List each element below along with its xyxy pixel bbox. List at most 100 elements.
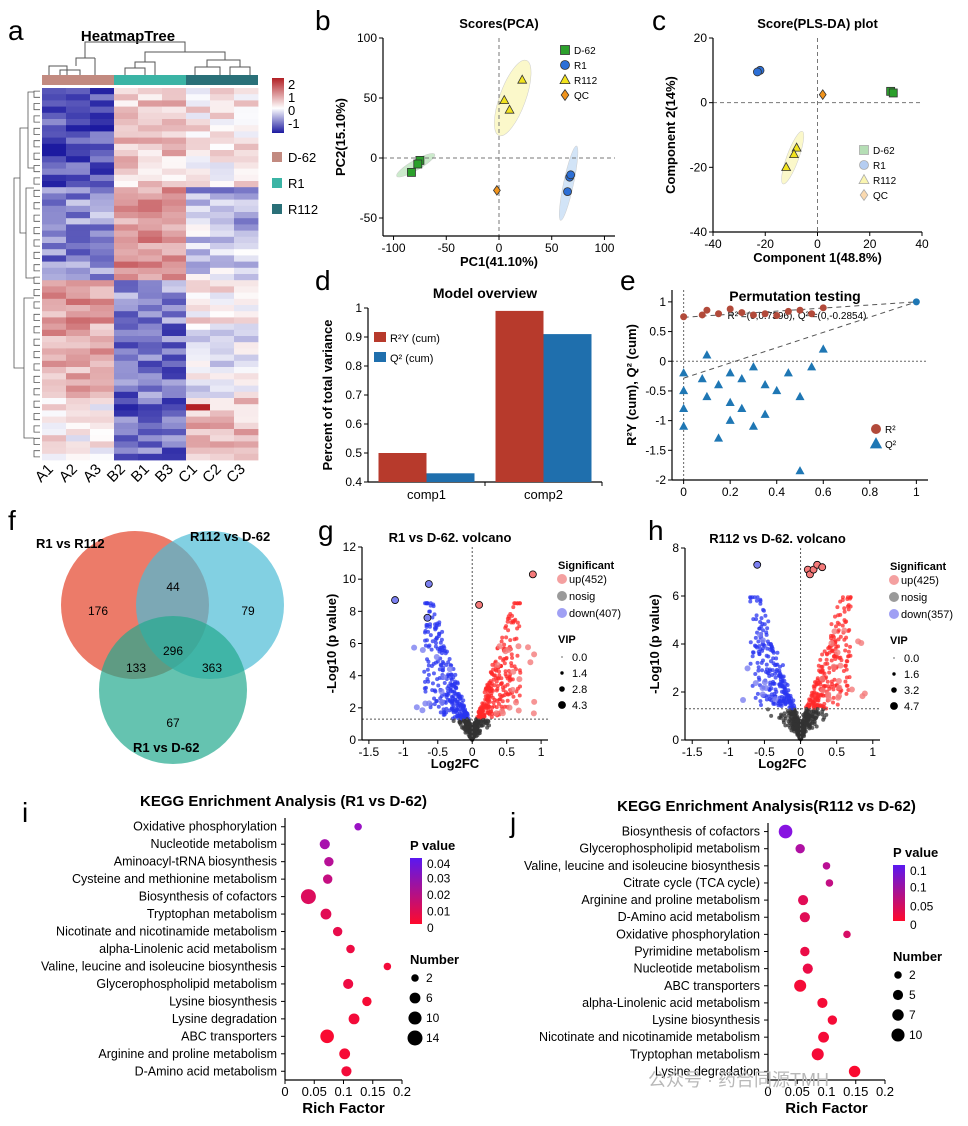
enrichment-bubble — [800, 946, 810, 957]
heatmap-cell — [210, 311, 235, 318]
heatmap-cell — [138, 323, 163, 331]
heatmap-cell — [186, 112, 211, 120]
volcano-point — [835, 678, 842, 685]
volcano-point — [820, 670, 825, 675]
volcano-point — [769, 698, 774, 703]
number-title: Number — [893, 949, 942, 964]
enrichment-bubble — [383, 962, 392, 971]
volcano-point — [766, 654, 771, 659]
volcano-point — [454, 686, 459, 691]
heatmap-cell — [186, 354, 211, 362]
volcano-point — [779, 712, 784, 717]
heatmap-cell — [138, 106, 163, 114]
heatmap-cell — [42, 168, 67, 176]
volcano-point — [427, 643, 432, 648]
volcano-point — [820, 664, 825, 669]
heatmap-cell — [210, 348, 235, 355]
heatmap-cell — [210, 323, 235, 331]
q2-regression-line — [683, 301, 917, 379]
volcano-point — [776, 703, 781, 708]
group-bar-r112 — [186, 75, 258, 85]
volcano-point — [756, 639, 761, 644]
volcano-point — [845, 659, 850, 664]
heatmap-cell — [210, 100, 235, 107]
volcano-point — [504, 674, 509, 679]
heatmap-cell — [186, 230, 211, 238]
heatmap-cell — [66, 187, 91, 194]
number-label: 14 — [426, 1031, 440, 1045]
heatmap-cell — [138, 174, 163, 182]
volcano-point — [507, 678, 512, 683]
pathway-label: D-Amino acid metabolism — [618, 910, 760, 924]
volcano-point — [432, 702, 437, 707]
r2-point — [698, 311, 706, 319]
pvalue-title: P value — [410, 838, 455, 853]
heatmap-cell — [162, 187, 187, 194]
heatmap-cell — [138, 342, 163, 349]
x-tick-label: 0 — [281, 1084, 288, 1099]
heatmap-cell — [186, 205, 211, 213]
volcano-point — [825, 691, 832, 698]
legend-marker — [557, 608, 567, 618]
volcano-point — [440, 629, 445, 634]
volcano-point — [413, 704, 420, 711]
x-tick-label: -0.5 — [427, 745, 448, 759]
heatmap-cell — [210, 336, 235, 343]
heatmap-cell — [114, 261, 139, 269]
y-tick-label: -50 — [360, 211, 378, 225]
highlight-point — [391, 596, 399, 604]
heatmap-cell — [162, 236, 187, 244]
volcano-point — [760, 648, 765, 653]
group-legend-swatch — [272, 204, 282, 214]
panel-letter-j: j — [509, 807, 516, 838]
volcano-point — [782, 714, 787, 719]
y-tick-label: 0.4 — [345, 475, 362, 489]
volcano-point — [459, 694, 464, 699]
volcano-point — [831, 700, 836, 705]
heatmap-cell — [90, 168, 115, 176]
heatmap-cell — [66, 168, 91, 176]
vip-title: VIP — [558, 634, 576, 646]
volcano-point — [515, 643, 522, 650]
heatmap-cell — [210, 230, 235, 238]
chart-title: KEGG Enrichment Analysis (R1 vs D-62) — [140, 793, 427, 810]
heatmap-cell — [138, 447, 163, 455]
volcano-point — [825, 696, 832, 703]
heatmap-cell — [66, 385, 91, 393]
column-label: A2 — [56, 461, 81, 486]
heatmap-cell — [90, 205, 115, 213]
legend-label: up(425) — [901, 575, 939, 587]
volcano-point — [488, 709, 493, 714]
heatmap-cell — [90, 367, 115, 374]
legend-marker — [557, 591, 567, 601]
legend-swatch — [374, 352, 386, 362]
heatmap-cell — [138, 298, 163, 306]
chart-title: R1 vs D-62. volcano — [389, 530, 512, 545]
heatmap-cell — [234, 410, 259, 417]
heatmap-cell — [186, 280, 211, 287]
volcano-point — [837, 662, 844, 669]
heatmap-cell — [66, 261, 91, 269]
volcano-point — [430, 688, 435, 693]
heatmap-cell — [186, 274, 211, 281]
y-tick-label: 0 — [370, 151, 377, 165]
heatmap-cell — [210, 367, 235, 374]
chart-title: Permutation testing — [729, 288, 860, 304]
volcano-point — [487, 685, 492, 690]
heatmap-cell — [210, 112, 235, 120]
heatmap-cell — [42, 354, 67, 362]
volcano-point — [812, 722, 817, 727]
heatmap-cell — [210, 398, 235, 405]
vip-marker — [558, 701, 566, 709]
q2-point — [818, 344, 828, 353]
heatmap-cell — [114, 100, 139, 107]
vip-title: VIP — [890, 635, 908, 647]
heatmap-cell — [66, 249, 91, 256]
heatmap-cell — [42, 137, 67, 145]
heatmap-cell — [234, 100, 259, 107]
heatmap-cell — [210, 447, 235, 455]
heatmap-cell — [138, 379, 163, 386]
pathway-label: Lysine degradation — [655, 1064, 760, 1078]
vip-label: 2.8 — [572, 684, 587, 696]
heatmap-cell — [90, 429, 115, 436]
